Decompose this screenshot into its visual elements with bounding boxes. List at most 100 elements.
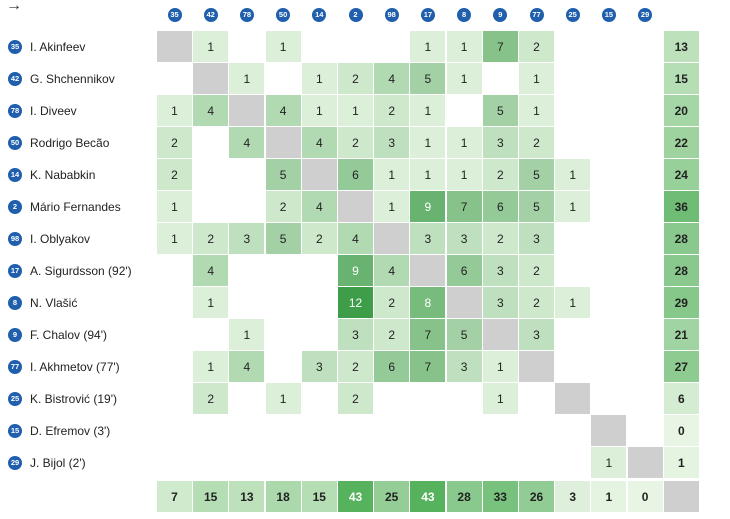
matrix-cell: 3: [374, 127, 410, 158]
matrix-cell: 1: [446, 31, 482, 62]
matrix-cell: 3: [482, 287, 518, 318]
diagonal-cell: [157, 31, 192, 62]
column-total-cell: 33: [482, 481, 518, 512]
matrix-cell: 3: [301, 351, 337, 382]
matrix-cell: 3: [482, 255, 518, 286]
matrix-cell: 7: [410, 319, 446, 350]
row-total-cell: 13: [663, 31, 699, 62]
matrix-cell: 4: [265, 95, 301, 126]
matrix-cell: 1: [374, 191, 410, 222]
matrix-cell: 1: [374, 159, 410, 190]
matrix-cell: 1: [157, 223, 192, 254]
matrix-cell: 2: [374, 319, 410, 350]
matrix-cell: 3: [519, 319, 554, 350]
matrix-cell: 2: [301, 223, 337, 254]
matrix-cell: 5: [410, 63, 446, 94]
matrix-cell: 2: [338, 63, 373, 94]
matrix-cell: 1: [446, 159, 482, 190]
matrix-cell: 2: [157, 159, 192, 190]
matrix-cell: 9: [410, 191, 446, 222]
column-total-cell: 43: [338, 481, 373, 512]
matrix-cell: 2: [374, 95, 410, 126]
row-label: 29 J. Bijol (2'): [8, 447, 86, 479]
row-total-cell: 22: [663, 127, 699, 158]
player-number-badge: 35: [8, 40, 22, 54]
diagonal-cell: [627, 447, 663, 478]
matrix-cell: 5: [519, 191, 554, 222]
matrix-cell: 4: [301, 127, 337, 158]
matrix-cell: 6: [446, 255, 482, 286]
column-header-badge: 78: [239, 8, 254, 22]
matrix-cell: 3: [482, 127, 518, 158]
matrix-cell: 1: [410, 159, 446, 190]
player-name: K. Nababkin: [30, 168, 96, 182]
matrix-cell: 12: [338, 287, 373, 318]
column-total-cell: 26: [519, 481, 554, 512]
player-number-badge: 25: [8, 392, 22, 406]
matrix-cell: 2: [193, 383, 229, 414]
diagonal-cell: [410, 255, 446, 286]
matrix-cell: 3: [446, 223, 482, 254]
matrix-cell: 3: [410, 223, 446, 254]
matrix-cell: 2: [519, 31, 554, 62]
matrix-cell: 1: [193, 31, 229, 62]
player-name: I. Akhmetov (77'): [30, 360, 120, 374]
row-label: 2 Mário Fernandes: [8, 191, 121, 223]
matrix-cell: 1: [446, 63, 482, 94]
matrix-cell: 6: [338, 159, 373, 190]
column-header-badge: 35: [167, 8, 182, 22]
matrix-cell: 4: [229, 127, 265, 158]
row-label: 17 A. Sigurdsson (92'): [8, 255, 132, 287]
matrix-cell: 1: [410, 127, 446, 158]
column-total-cell: 15: [193, 481, 229, 512]
matrix-cell: 2: [193, 223, 229, 254]
player-name: G. Shchennikov: [30, 72, 115, 86]
corner-cell: [663, 481, 699, 512]
matrix-cell: 1: [410, 95, 446, 126]
row-total-cell: 0: [663, 415, 699, 446]
column-header-badge: 42: [203, 8, 218, 22]
column-header-badge: 77: [529, 8, 544, 22]
player-number-badge: 78: [8, 104, 22, 118]
player-number-badge: 9: [8, 328, 22, 342]
player-name: J. Bijol (2'): [30, 456, 86, 470]
diagonal-cell: [193, 63, 229, 94]
diagonal-cell: [301, 159, 337, 190]
matrix-cell: 7: [446, 191, 482, 222]
column-header-badge: 25: [565, 8, 580, 22]
column-total-cell: 15: [301, 481, 337, 512]
row-total-cell: 15: [663, 63, 699, 94]
player-number-badge: 29: [8, 456, 22, 470]
matrix-cell: 4: [374, 255, 410, 286]
matrix-cell: 2: [338, 127, 373, 158]
diagonal-cell: [338, 191, 373, 222]
matrix-cell: 1: [519, 63, 554, 94]
matrix-cell: 5: [446, 319, 482, 350]
diagonal-cell: [446, 287, 482, 318]
matrix-cell: 5: [265, 223, 301, 254]
player-number-badge: 98: [8, 232, 22, 246]
matrix-cell: 5: [519, 159, 554, 190]
column-header-badge: 17: [420, 8, 435, 22]
matrix-cell: 4: [374, 63, 410, 94]
row-total-cell: 24: [663, 159, 699, 190]
row-label: 9 F. Chalov (94'): [8, 319, 107, 351]
row-label: 15 D. Efremov (3'): [8, 415, 110, 447]
matrix-cell: 3: [229, 223, 265, 254]
matrix-cell: 1: [555, 159, 591, 190]
row-total-cell: 28: [663, 223, 699, 254]
column-total-cell: 0: [627, 481, 663, 512]
column-header-badge: 29: [638, 8, 653, 22]
matrix-cell: 2: [519, 127, 554, 158]
diagonal-cell: [519, 351, 554, 382]
matrix-cell: 3: [446, 351, 482, 382]
column-header-badge: 98: [384, 8, 399, 22]
matrix-cell: 1: [265, 383, 301, 414]
matrix-cell: 1: [446, 127, 482, 158]
row-label: 25 K. Bistrović (19'): [8, 383, 117, 415]
player-name: Rodrigo Becão: [30, 136, 110, 150]
diagonal-cell: [591, 415, 627, 446]
matrix-cell: 3: [519, 223, 554, 254]
player-name: D. Efremov (3'): [30, 424, 111, 438]
column-total-cell: 25: [374, 481, 410, 512]
